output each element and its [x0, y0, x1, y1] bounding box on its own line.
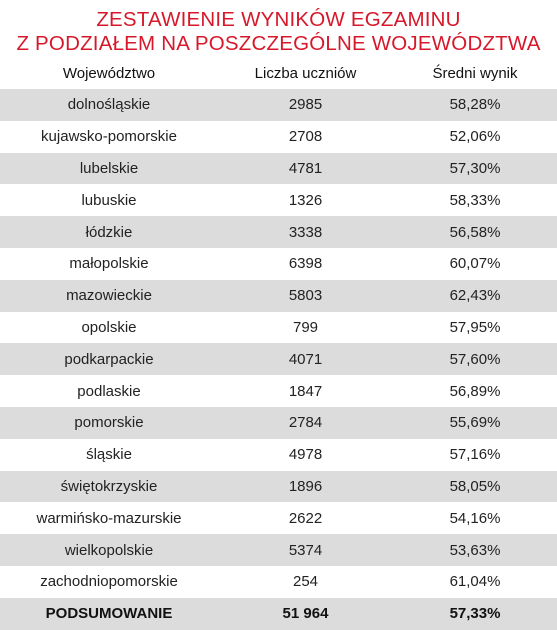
summary-student-count: 51 964 [218, 597, 393, 630]
cell-average-score: 58,33% [393, 184, 557, 217]
cell-student-count: 4781 [218, 152, 393, 185]
cell-voivodeship: warmińsko-mazurskie [0, 502, 218, 535]
cell-voivodeship: lubuskie [0, 184, 218, 217]
cell-voivodeship: opolskie [0, 311, 218, 344]
cell-voivodeship: śląskie [0, 438, 218, 471]
table-row: lubuskie 1326 58,33% [0, 184, 557, 217]
cell-voivodeship: dolnośląskie [0, 89, 218, 121]
table-row: małopolskie 6398 60,07% [0, 247, 557, 280]
cell-average-score: 62,43% [393, 279, 557, 312]
cell-student-count: 4978 [218, 438, 393, 471]
table-row: lubelskie 4781 57,30% [0, 152, 557, 185]
cell-average-score: 57,60% [393, 343, 557, 376]
page-title: ZESTAWIENIE WYNIKÓW EGZAMINU Z PODZIAŁEM… [0, 0, 557, 56]
header-student-count: Liczba uczniów [254, 65, 357, 82]
title-line-2: Z PODZIAŁEM NA POSZCZEGÓLNE WOJEWÓDZTWA [16, 32, 541, 55]
table-footer: PODSUMOWANIE 51 964 57,33% [0, 597, 557, 630]
cell-voivodeship: zachodniopomorskie [0, 565, 218, 598]
cell-student-count: 1847 [218, 375, 393, 407]
cell-student-count: 5803 [218, 279, 393, 312]
cell-student-count: 2708 [218, 120, 393, 153]
cell-average-score: 57,30% [393, 152, 557, 185]
cell-student-count: 2985 [218, 89, 393, 121]
cell-voivodeship: łódzkie [0, 216, 218, 248]
cell-student-count: 1896 [218, 470, 393, 503]
cell-student-count: 4071 [218, 343, 393, 376]
table-row: mazowieckie 5803 62,43% [0, 279, 557, 312]
summary-label: PODSUMOWANIE [0, 597, 218, 630]
cell-voivodeship: małopolskie [0, 247, 218, 280]
table-row: dolnośląskie 2985 58,28% [0, 89, 557, 121]
table-row: podlaskie 1847 56,89% [0, 375, 557, 407]
header-row: Województwo Liczba uczniów Średni wynik [0, 58, 557, 89]
cell-voivodeship: wielkopolskie [0, 534, 218, 566]
table-row: pomorskie 2784 55,69% [0, 406, 557, 439]
cell-voivodeship: podkarpackie [0, 343, 218, 376]
cell-average-score: 54,16% [393, 502, 557, 535]
cell-voivodeship: świętokrzyskie [0, 470, 218, 503]
header-average-score: Średni wynik [432, 65, 518, 82]
cell-average-score: 60,07% [393, 247, 557, 280]
cell-voivodeship: kujawsko-pomorskie [0, 120, 218, 153]
table-row: wielkopolskie 5374 53,63% [0, 534, 557, 566]
cell-average-score: 52,06% [393, 120, 557, 153]
cell-average-score: 57,16% [393, 438, 557, 471]
cell-average-score: 55,69% [393, 406, 557, 439]
header-voivodeship: Województwo [62, 65, 156, 82]
cell-student-count: 3338 [218, 216, 393, 248]
cell-student-count: 1326 [218, 184, 393, 217]
table-row: warmińsko-mazurskie 2622 54,16% [0, 502, 557, 535]
cell-student-count: 5374 [218, 534, 393, 566]
cell-average-score: 58,28% [393, 89, 557, 121]
cell-student-count: 2622 [218, 502, 393, 535]
results-table: Województwo Liczba uczniów Średni wynik … [0, 58, 557, 630]
table-row: opolskie 799 57,95% [0, 311, 557, 344]
table-row: śląskie 4978 57,16% [0, 438, 557, 471]
title-line-1: ZESTAWIENIE WYNIKÓW EGZAMINU [96, 8, 461, 31]
cell-average-score: 58,05% [393, 470, 557, 503]
table-row: podkarpackie 4071 57,60% [0, 343, 557, 376]
cell-student-count: 6398 [218, 247, 393, 280]
table-row: świętokrzyskie 1896 58,05% [0, 470, 557, 503]
cell-voivodeship: podlaskie [0, 375, 218, 407]
table-header: Województwo Liczba uczniów Średni wynik [0, 58, 557, 89]
summary-average-score: 57,33% [393, 597, 557, 630]
cell-voivodeship: lubelskie [0, 152, 218, 185]
cell-average-score: 56,89% [393, 375, 557, 407]
cell-student-count: 799 [218, 311, 393, 344]
summary-row: PODSUMOWANIE 51 964 57,33% [0, 597, 557, 630]
cell-average-score: 56,58% [393, 216, 557, 248]
cell-student-count: 254 [218, 565, 393, 598]
cell-student-count: 2784 [218, 406, 393, 439]
cell-average-score: 61,04% [393, 565, 557, 598]
table-row: kujawsko-pomorskie 2708 52,06% [0, 120, 557, 153]
cell-average-score: 57,95% [393, 311, 557, 344]
cell-average-score: 53,63% [393, 534, 557, 566]
cell-voivodeship: mazowieckie [0, 279, 218, 312]
table-row: łódzkie 3338 56,58% [0, 216, 557, 248]
cell-voivodeship: pomorskie [0, 406, 218, 439]
table-body: dolnośląskie 2985 58,28% kujawsko-pomorskie… [0, 89, 557, 598]
table-row: zachodniopomorskie 254 61,04% [0, 565, 557, 598]
